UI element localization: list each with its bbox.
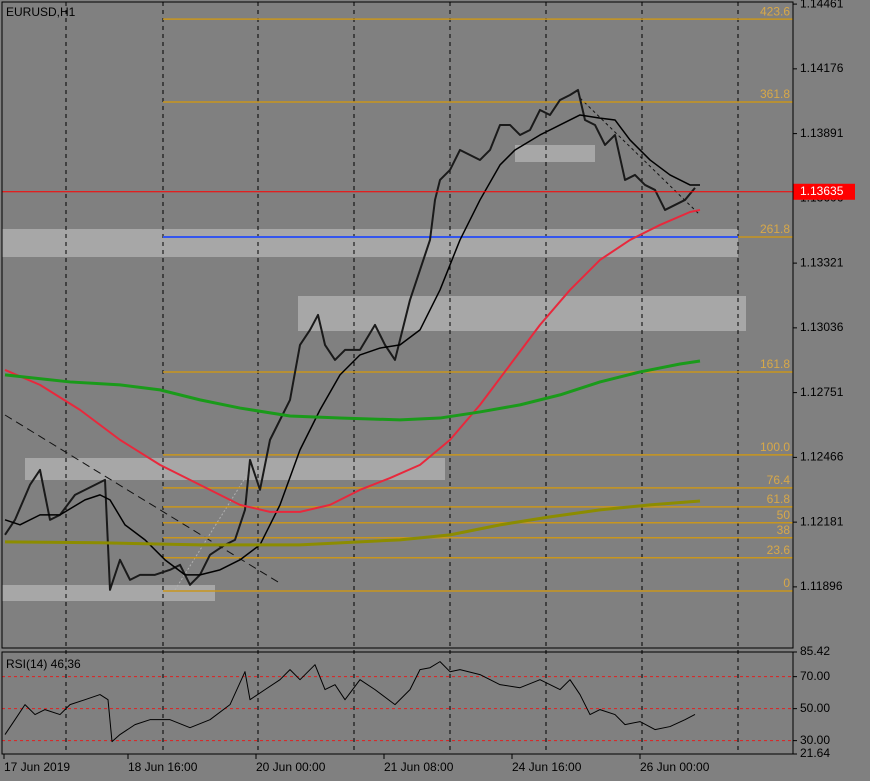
current-price-label: 1.13635 — [800, 184, 844, 198]
trend-line — [4, 414, 279, 583]
x-tick-label: 26 Jun 00:00 — [640, 760, 710, 774]
y-tick-label: 1.14176 — [800, 61, 844, 75]
main-frame — [1, 1, 794, 649]
rsi-frame — [1, 651, 794, 755]
y-tick-label: 1.12751 — [800, 385, 844, 399]
series-line — [4, 661, 696, 743]
y-tick-label: 1.13891 — [800, 126, 844, 140]
zones — [2, 145, 746, 601]
series-line — [4, 88, 696, 591]
x-tick-label: 17 Jun 2019 — [4, 760, 70, 774]
zone — [2, 585, 215, 601]
x-tick-label: 24 Jun 16:00 — [512, 760, 582, 774]
y-tick-label: 85.42 — [800, 644, 830, 658]
current-price-box — [793, 183, 855, 200]
fib-label: 23.6 — [767, 543, 791, 557]
series-line — [4, 114, 700, 576]
series-line — [4, 499, 701, 547]
fib-label: 261.8 — [760, 222, 790, 236]
y-tick-label: 1.12466 — [800, 450, 844, 464]
y-tick-label: 30.00 — [800, 733, 830, 747]
y-tick-label: 1.13036 — [800, 320, 844, 334]
y-tick-label: 1.11896 — [800, 579, 843, 593]
fib-label: 38 — [777, 523, 791, 537]
fib-label: 76.4 — [767, 473, 791, 487]
plot: 1.144611.141761.138911.136061.133211.130… — [2, 0, 855, 774]
zone — [25, 458, 445, 480]
fib-label: 61.8 — [767, 492, 791, 506]
fib-base-line — [174, 469, 251, 591]
zone — [515, 145, 595, 162]
y-tick-label: 21.64 — [800, 746, 830, 760]
rsi-title: RSI(14) 46.36 — [6, 657, 81, 671]
vertical-grid — [65, 2, 739, 754]
series-line — [4, 208, 701, 513]
fib-label: 0 — [783, 576, 790, 590]
fib-label: 50 — [777, 508, 791, 522]
y-tick-label: 70.00 — [800, 669, 830, 683]
x-tick-label: 21 Jun 08:00 — [384, 760, 454, 774]
y-tick-label: 1.12181 — [800, 514, 844, 528]
fib-label: 100.0 — [760, 440, 790, 454]
x-tick-label: 20 Jun 00:00 — [256, 760, 326, 774]
y-tick-label: 1.14461 — [800, 0, 844, 10]
zone — [298, 296, 746, 331]
fib-label: 361.8 — [760, 87, 790, 101]
series-line — [4, 359, 701, 422]
y-tick-label: 50.00 — [800, 701, 830, 715]
zone — [2, 229, 738, 257]
y-tick-label: 1.13321 — [800, 255, 844, 269]
trend-line — [579, 97, 701, 216]
x-tick-label: 18 Jun 16:00 — [128, 760, 198, 774]
chart-title: EURUSD,H1 — [6, 5, 76, 19]
fib-label: 161.8 — [760, 357, 790, 371]
fib-label: 423.6 — [760, 4, 790, 18]
